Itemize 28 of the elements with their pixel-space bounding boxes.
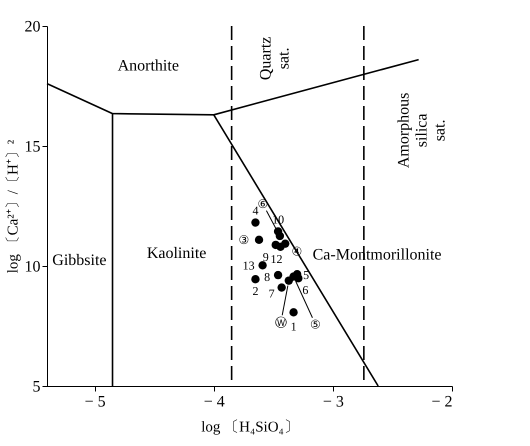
x-tick-label: − 5 — [84, 394, 106, 410]
y-tick-label: 5 — [32, 378, 40, 396]
x-tick-label: − 4 — [204, 394, 225, 410]
series-label: 12 — [270, 252, 282, 266]
series-label: 8 — [264, 270, 270, 284]
y-tick-label: 20 — [24, 18, 40, 36]
series-label: 4 — [252, 204, 258, 218]
y-tick-label: 15 — [24, 138, 40, 156]
series-label: ③ — [238, 232, 250, 247]
series-label: 6 — [302, 283, 308, 298]
y-tick-label: 10 — [24, 258, 40, 276]
x-tick-label: − 3 — [322, 394, 344, 410]
annotation: Kaolinite — [146, 244, 206, 262]
x-axis-title: log 〔H₄SiO₄〕 — [201, 418, 299, 436]
series-label: 7 — [268, 286, 275, 301]
text: Ⓦ — [274, 316, 287, 330]
series-label: 5 — [303, 268, 310, 282]
x-tick-label: − 2 — [431, 394, 452, 410]
annotation: Quartz sat. — [258, 36, 293, 80]
text: ⑤ — [310, 318, 322, 332]
series-label: 2 — [252, 284, 258, 298]
y-axis-title: log 〔Ca²⁺〕/〔H⁺〕² — [4, 139, 22, 274]
series-label: 1 — [290, 319, 297, 334]
series-label: 13 — [242, 258, 255, 272]
annotation: Gibbsite — [52, 252, 107, 269]
annotation: Amorphous silica sat. — [395, 92, 448, 168]
series-label: 9 — [262, 250, 269, 264]
annotation: Anorthite — [118, 58, 179, 75]
